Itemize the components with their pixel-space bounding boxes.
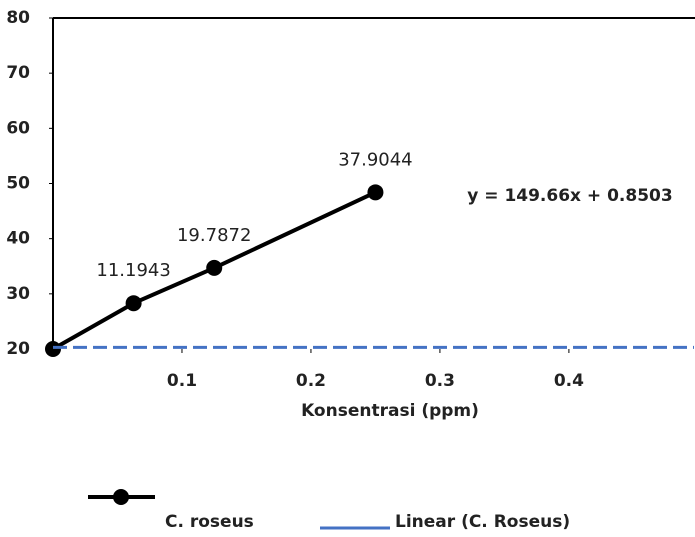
point bbox=[45, 341, 61, 357]
point bbox=[125, 295, 142, 312]
data-annotation: 37.9044 bbox=[338, 149, 412, 170]
point bbox=[367, 184, 384, 201]
y-tick-label: 20 bbox=[6, 339, 30, 359]
legend-label: Linear (C. Roseus) bbox=[395, 512, 570, 532]
y-tick-label: 30 bbox=[6, 284, 30, 304]
y-tick-label: 70 bbox=[6, 63, 30, 83]
x-tick-label: 0.1 bbox=[167, 371, 197, 391]
series-line bbox=[52, 190, 377, 351]
y-tick-label: 60 bbox=[6, 118, 30, 138]
legend-marker bbox=[113, 489, 129, 505]
x-axis-title: Konsentrasi (ppm) bbox=[301, 401, 479, 421]
y-tick-label: 40 bbox=[6, 229, 30, 249]
x-tick-label: 0.4 bbox=[554, 371, 584, 391]
x-tick-label: 0.2 bbox=[296, 371, 326, 391]
legend-label: C. roseus bbox=[165, 512, 254, 532]
x-tick-label: 0.3 bbox=[425, 371, 455, 391]
y-tick-label: 50 bbox=[6, 174, 30, 194]
data-annotation: 11.1943 bbox=[96, 260, 170, 281]
y-tick-label: 80 bbox=[6, 8, 30, 28]
data-annotation: 19.7872 bbox=[177, 225, 251, 246]
point bbox=[206, 259, 223, 276]
trend-equation: y = 149.66x + 0.8503 bbox=[467, 186, 672, 206]
